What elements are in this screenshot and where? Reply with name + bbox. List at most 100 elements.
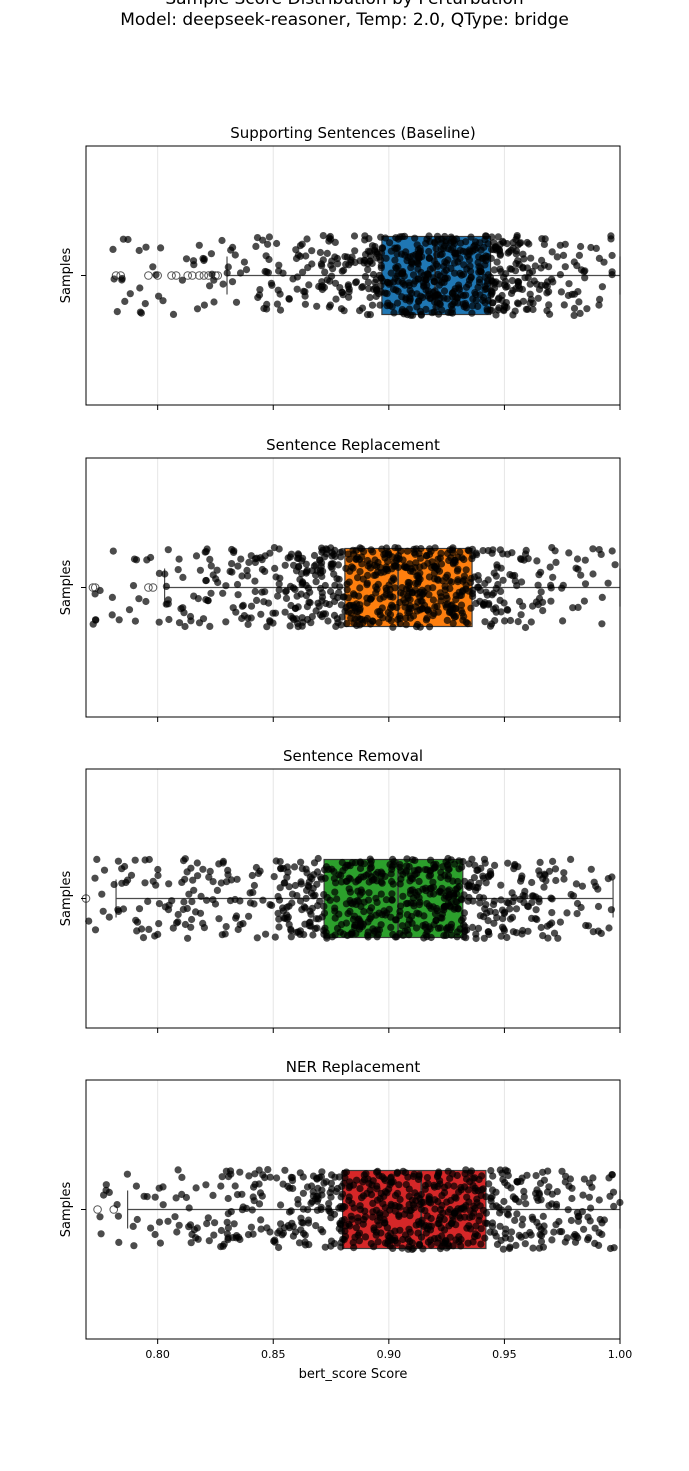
data-point	[306, 907, 314, 915]
data-point	[469, 295, 477, 303]
data-point	[274, 909, 282, 917]
data-point	[449, 560, 457, 568]
data-point	[145, 925, 153, 934]
data-point	[203, 896, 211, 904]
data-point	[455, 281, 463, 289]
data-point	[444, 872, 453, 880]
data-point	[406, 297, 414, 305]
data-point	[222, 923, 230, 931]
data-point	[495, 1204, 503, 1212]
data-point	[496, 1222, 504, 1230]
data-point	[458, 896, 466, 904]
data-point	[295, 1239, 304, 1247]
data-point	[458, 1204, 466, 1212]
data-point	[168, 897, 176, 905]
data-point	[290, 863, 299, 871]
data-point	[607, 232, 615, 240]
data-point	[325, 237, 333, 245]
data-point	[455, 865, 463, 873]
panel-3: Sentence Removal Samples	[59, 747, 621, 1033]
data-point	[444, 1208, 452, 1216]
data-point	[537, 568, 545, 576]
data-point	[465, 1222, 473, 1230]
data-point	[348, 900, 357, 908]
data-point	[429, 883, 437, 891]
data-point	[419, 293, 427, 302]
data-point	[500, 1197, 508, 1206]
data-point	[255, 1180, 263, 1188]
data-point	[356, 891, 364, 899]
data-point	[426, 890, 434, 898]
data-point	[317, 584, 325, 593]
data-point	[427, 1241, 435, 1249]
data-point	[279, 269, 287, 277]
data-point	[323, 546, 331, 554]
data-point	[508, 1228, 516, 1236]
data-point	[186, 612, 195, 621]
data-point	[149, 263, 157, 271]
data-point	[155, 618, 163, 626]
data-point	[204, 1214, 212, 1222]
data-point	[242, 1204, 251, 1212]
data-point	[420, 934, 428, 942]
data-point	[520, 255, 528, 263]
data-point	[377, 274, 385, 282]
data-point	[415, 877, 423, 886]
data-point	[425, 232, 433, 240]
data-point	[174, 910, 182, 919]
data-point	[142, 243, 150, 251]
data-point	[537, 281, 545, 289]
data-point	[584, 1213, 592, 1221]
data-point	[518, 1174, 526, 1182]
data-point	[531, 262, 539, 270]
data-point	[402, 621, 410, 629]
data-point	[260, 598, 268, 606]
data-point	[487, 291, 495, 299]
data-point	[585, 1193, 594, 1201]
data-point	[475, 278, 484, 286]
data-point	[517, 611, 525, 619]
data-point	[307, 889, 316, 897]
data-point	[248, 1206, 256, 1214]
data-point	[245, 912, 253, 920]
data-point	[169, 924, 177, 932]
data-point	[553, 1188, 561, 1196]
data-point	[393, 299, 402, 307]
data-point	[464, 1239, 472, 1247]
data-point	[552, 876, 560, 885]
data-point	[157, 244, 165, 252]
data-point	[386, 1242, 394, 1250]
data-point	[105, 913, 113, 921]
data-point	[127, 871, 136, 879]
data-point	[253, 554, 261, 562]
data-point	[405, 1192, 413, 1200]
data-point	[461, 1170, 469, 1178]
data-point	[195, 241, 203, 249]
data-point	[272, 857, 280, 865]
data-point	[302, 894, 310, 903]
data-point	[441, 258, 449, 266]
data-point	[390, 562, 398, 570]
data-point	[481, 599, 489, 607]
data-point	[565, 549, 573, 557]
data-point	[231, 895, 239, 904]
data-point	[392, 916, 400, 924]
data-point	[286, 553, 294, 561]
data-point	[224, 1224, 232, 1232]
data-point	[246, 889, 254, 897]
data-point	[463, 1193, 471, 1201]
data-point	[452, 235, 461, 243]
data-point	[608, 873, 616, 881]
data-point	[554, 934, 562, 942]
data-point	[218, 1173, 226, 1181]
data-point	[429, 612, 437, 620]
data-point	[511, 1195, 519, 1203]
data-point	[245, 558, 253, 567]
data-point	[446, 1174, 454, 1182]
data-point	[443, 295, 451, 303]
data-point	[476, 899, 484, 907]
data-point	[564, 1206, 572, 1214]
data-point	[537, 1196, 545, 1204]
data-point	[164, 1217, 172, 1225]
data-point	[250, 1197, 258, 1205]
